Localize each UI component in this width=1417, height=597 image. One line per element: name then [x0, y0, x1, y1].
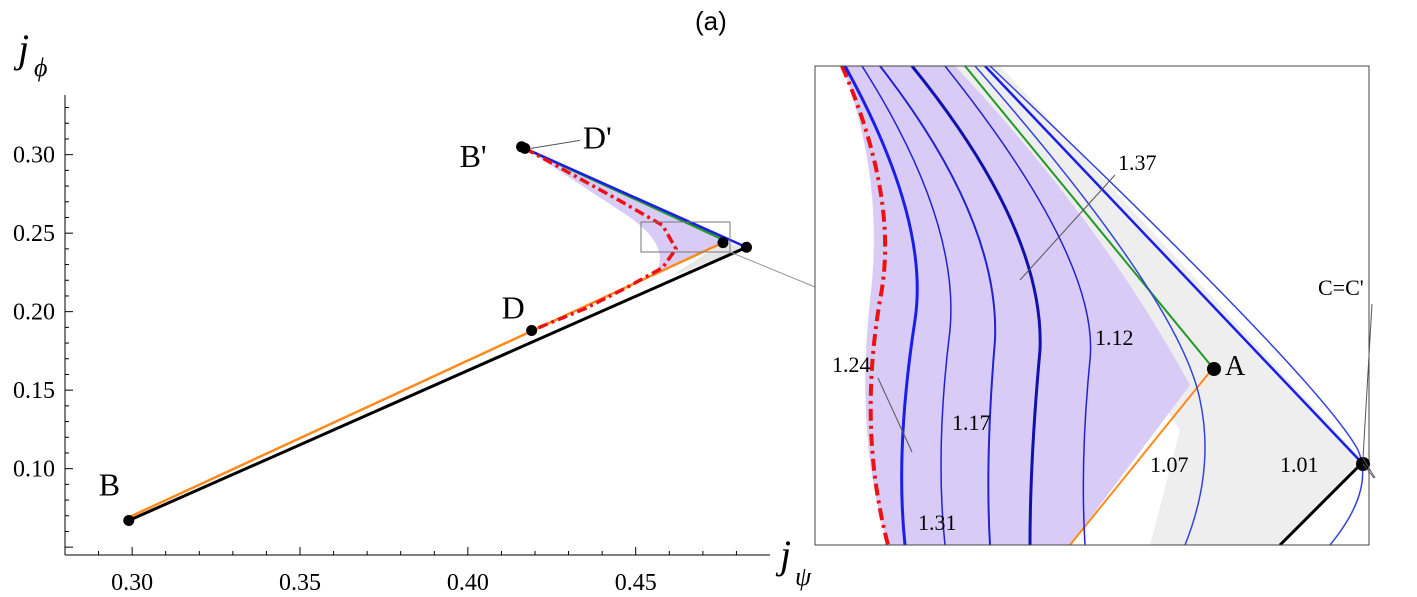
point-label: B [99, 466, 120, 502]
main-plot: B D B' D' [99, 119, 752, 526]
contour-label-1-07: 1.07 [1150, 452, 1189, 477]
y-tick-label: 0.20 [13, 300, 55, 326]
series-black-line [128, 245, 748, 522]
inset-orange-line [1069, 367, 1214, 545]
inset-red-envelope [840, 66, 890, 545]
series-blue-line [524, 147, 748, 249]
contour-label-1-12: 1.12 [1095, 325, 1134, 350]
point-marker [519, 142, 531, 154]
panel-label: (a) [695, 6, 727, 36]
inset-frame [814, 65, 1370, 546]
x-tick-label: 0.35 [279, 570, 321, 596]
grey-region [669, 242, 747, 278]
contour-1-07 [974, 66, 1206, 545]
y-tick-label: 0.15 [13, 378, 55, 404]
inset-label-c: C=C' [1318, 275, 1364, 300]
x-tick-label: 0.40 [447, 570, 489, 596]
inset-green-line [964, 66, 1214, 369]
series-red-line [524, 146, 679, 333]
point-label: D' [583, 119, 612, 155]
leader-c [1362, 457, 1376, 479]
y-tick-label: 0.30 [13, 143, 55, 169]
inset-content [840, 66, 1364, 545]
point-label: D [502, 289, 525, 325]
leader-d-prime [530, 139, 581, 149]
contour-label-1-17: 1.17 [952, 410, 991, 435]
y-tick-label: 0.25 [13, 221, 55, 247]
y-tick-label: 0.10 [13, 457, 55, 483]
leader-1-24 [877, 377, 913, 453]
y-axis-title-sub: ϕ [34, 53, 47, 82]
contour-1-12 [944, 66, 1092, 545]
y-axis-title-main: j [13, 26, 29, 71]
x-tick-label: 0.30 [111, 570, 153, 596]
main-axes: 0.10 0.15 0.20 0.25 0.30 0.30 0.35 0.40 0.45 [13, 95, 770, 596]
inset-lavender-region [842, 66, 1190, 545]
inset-panel: A C=C' 1.37 1.24 1.12 1.17 1.07 1.01 1.3… [814, 65, 1376, 546]
x-tick-label: 0.45 [615, 570, 657, 596]
point-marker [123, 514, 135, 526]
contour-label-1-37: 1.37 [1118, 150, 1157, 175]
leader-1-37 [1019, 174, 1116, 281]
zoom-box [640, 221, 731, 253]
shaded-region [524, 148, 723, 278]
contour-1-17 [879, 66, 997, 545]
contour-label-1-01: 1.01 [1280, 452, 1319, 477]
inset-label-a: A [1225, 351, 1246, 382]
contour-1-31 [843, 66, 919, 545]
series-orange-line [128, 241, 724, 519]
point-marker [526, 324, 538, 336]
x-axis-title-main: j [775, 532, 791, 577]
contour-label-1-24: 1.24 [832, 352, 871, 377]
leader-to-ccprime [1362, 303, 1373, 459]
inset-point-a [1207, 362, 1221, 376]
x-axis-title: j ψ [775, 532, 812, 591]
contour-1-01 [989, 66, 1364, 545]
point-marker [717, 237, 729, 249]
point-label: B' [460, 138, 487, 174]
contour-a [861, 66, 952, 545]
inset-blue-envelope [984, 66, 1363, 464]
leader-c2 [1362, 463, 1375, 479]
inset-black-line [1278, 461, 1364, 545]
x-axis-title-sub: ψ [795, 562, 812, 591]
contour-label-1-31: 1.31 [918, 510, 957, 535]
point-marker [741, 241, 752, 253]
contour-1-37 [910, 66, 1042, 545]
zoom-connector [729, 251, 816, 288]
y-axis-title: j ϕ [13, 26, 47, 82]
